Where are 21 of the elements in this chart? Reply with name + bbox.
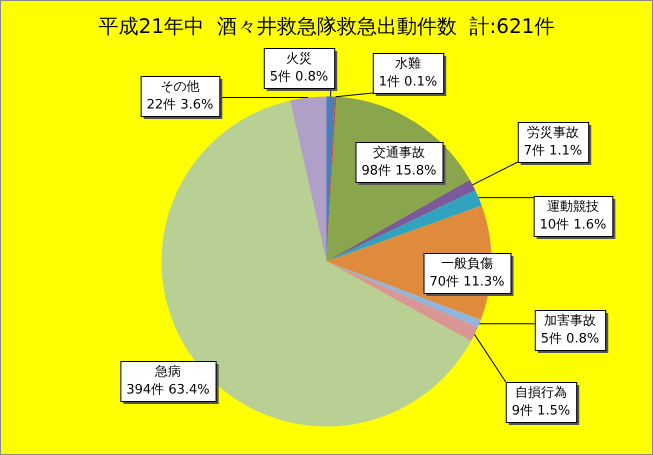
data-label: 70件 11.3%	[430, 274, 504, 290]
data-label: 7件 1.1%	[524, 143, 582, 158]
slice-label: 運動競技	[547, 199, 599, 214]
slice-label: その他	[160, 79, 200, 94]
data-label: 1件 0.1%	[378, 74, 438, 90]
slice-label: 加害事故	[544, 312, 596, 328]
slice-label: 水難	[395, 56, 421, 72]
slice-label: 自損行為	[515, 385, 567, 400]
slice-label: 急病	[154, 364, 181, 380]
slice-label: 労災事故	[527, 125, 579, 140]
data-label: 5件 0.8%	[540, 331, 600, 346]
data-label: 10件 1.6%	[540, 217, 606, 232]
slice-label: 火災	[286, 51, 312, 66]
slice-label: 交通事故	[373, 144, 425, 160]
data-label: 5件 0.8%	[270, 69, 328, 84]
data-label: 9件 1.5%	[512, 403, 570, 418]
data-label: 98件 15.8%	[362, 163, 436, 178]
chart-title: 平成21年中 酒々井救急隊救急出動件数 計:621件	[98, 14, 554, 38]
data-label: 394件 63.4%	[126, 382, 210, 398]
slice-label: 一般負傷	[441, 256, 493, 272]
data-label: 22件 3.6%	[146, 97, 214, 112]
